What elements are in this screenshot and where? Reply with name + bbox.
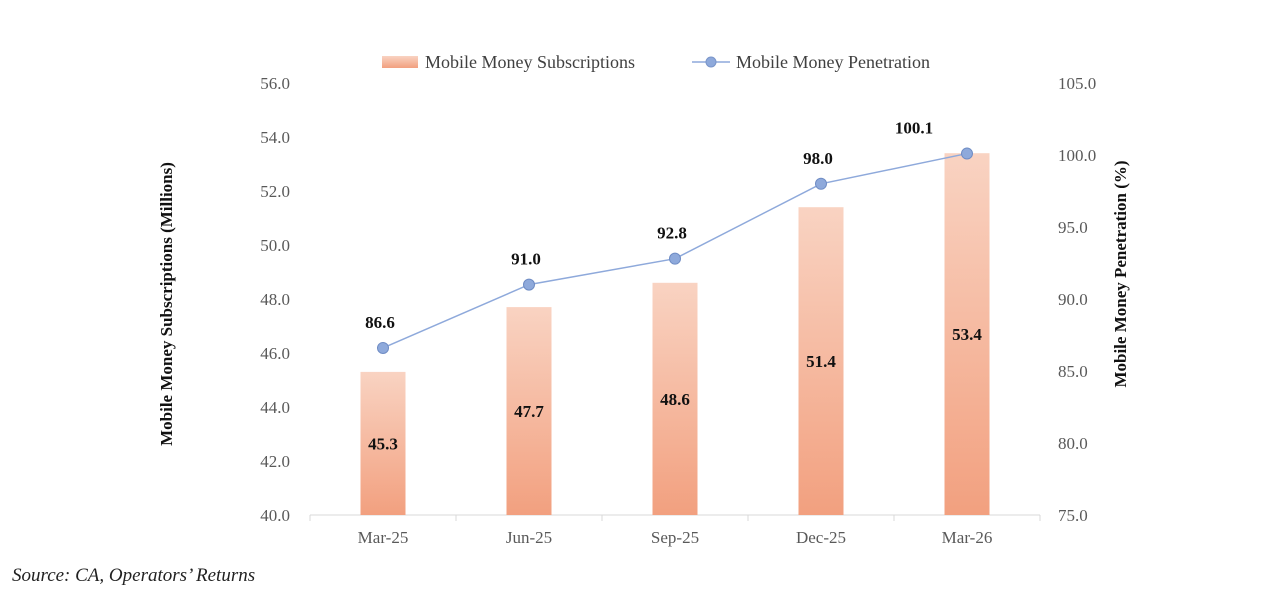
- y2-tick-label: 100.0: [1058, 146, 1096, 165]
- y-tick-label: 46.0: [260, 344, 290, 363]
- y-tick-label: 40.0: [260, 506, 290, 525]
- y-tick-label: 52.0: [260, 182, 290, 201]
- y2-tick-label: 95.0: [1058, 218, 1088, 237]
- y-tick-label: 56.0: [260, 74, 290, 93]
- line-series: [377, 147, 973, 354]
- y-tick-label: 48.0: [260, 290, 290, 309]
- legend: Mobile Money Subscriptions Mobile Money …: [382, 52, 930, 72]
- bar: [360, 371, 406, 515]
- line-marker: [815, 177, 827, 190]
- bar: [798, 207, 844, 515]
- bar: [506, 307, 552, 515]
- line-marker: [377, 341, 389, 354]
- line-marker: [669, 252, 681, 265]
- y2-axis-ticks: 75.0 80.0 85.0 90.0 95.0 100.0 105.0: [1058, 74, 1096, 525]
- legend-bar-swatch: [382, 56, 418, 68]
- x-axis-ticks: Mar-25 Jun-25 Sep-25 Dec-25 Mar-26: [309, 515, 1041, 547]
- x-tick-label: Jun-25: [506, 528, 552, 547]
- line-data-label: 86.6: [365, 313, 395, 332]
- bar-data-label: 48.6: [660, 390, 690, 409]
- bar-data-label: 47.7: [514, 402, 544, 421]
- y2-axis-title: Mobile Money Penetration (%): [1111, 160, 1130, 387]
- bar-data-label: 45.3: [368, 434, 398, 453]
- y2-tick-label: 105.0: [1058, 74, 1096, 93]
- x-tick-label: Dec-25: [796, 528, 846, 547]
- bar-series: [360, 153, 990, 515]
- y2-tick-label: 75.0: [1058, 506, 1088, 525]
- source-note: Source: CA, Operators’ Returns: [12, 565, 256, 586]
- line-marker: [961, 147, 973, 160]
- bar-data-label: 51.4: [806, 352, 836, 371]
- bar-data-label: 53.4: [952, 325, 982, 344]
- legend-line-marker: [705, 56, 717, 68]
- y2-tick-label: 85.0: [1058, 362, 1088, 381]
- y-tick-label: 44.0: [260, 398, 290, 417]
- legend-bar-label: Mobile Money Subscriptions: [425, 52, 635, 72]
- y2-tick-label: 80.0: [1058, 434, 1088, 453]
- legend-line-label: Mobile Money Penetration: [736, 52, 930, 72]
- line-data-labels: 86.6 91.0 92.8 98.0 100.1: [365, 119, 933, 332]
- bar: [944, 153, 990, 515]
- line-marker: [523, 278, 535, 291]
- x-tick-label: Mar-25: [358, 528, 409, 547]
- line-data-label: 91.0: [511, 250, 541, 269]
- y-tick-label: 50.0: [260, 236, 290, 255]
- y-axis-title: Mobile Money Subscriptions (Millions): [157, 162, 176, 446]
- x-tick-label: Mar-26: [942, 528, 993, 547]
- x-tick-label: Sep-25: [651, 528, 699, 547]
- y-tick-label: 42.0: [260, 452, 290, 471]
- line-data-label: 98.0: [803, 149, 833, 168]
- y2-tick-label: 90.0: [1058, 290, 1088, 309]
- y-tick-label: 54.0: [260, 128, 290, 147]
- y-axis-ticks: 40.0 42.0 44.0 46.0 48.0 50.0 52.0 54.0 56.0: [260, 74, 290, 525]
- bar-data-labels: 45.3 47.7 48.6 51.4 53.4: [368, 325, 982, 453]
- bar: [652, 282, 698, 515]
- line-data-label: 92.8: [657, 224, 687, 243]
- line-data-label: 100.1: [895, 119, 933, 138]
